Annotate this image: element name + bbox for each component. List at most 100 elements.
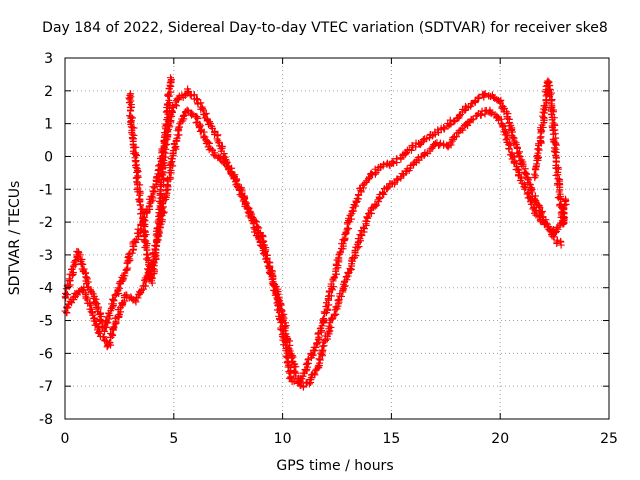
data-point [353,194,361,202]
data-point [95,323,103,331]
y-tick-label: -1 [39,182,53,198]
data-point [108,303,116,311]
data-point [371,200,379,208]
data-point [390,159,398,167]
data-point [192,95,200,103]
data-point [475,94,483,102]
data-point [407,146,415,154]
data-point [551,229,559,237]
data-point [215,153,223,161]
data-point [152,242,160,250]
data-point [398,170,406,178]
data-point [276,300,284,308]
data-point [305,380,313,388]
data-point [523,190,531,198]
data-point [319,316,327,324]
y-tick-label: -5 [39,314,53,330]
data-point [304,355,312,363]
data-point [504,115,512,123]
data-point [87,308,95,316]
data-point [136,201,144,209]
data-point [528,188,536,196]
data-point [154,231,162,239]
data-point [197,99,205,107]
data-point [327,292,335,300]
data-point [316,356,324,364]
data-point [171,101,179,109]
data-point [278,311,286,319]
y-tick-label: -3 [39,248,53,264]
x-tick-label: 15 [382,431,400,447]
data-point [367,169,375,177]
data-point [497,115,505,123]
data-point [148,274,156,282]
data-point [523,170,531,178]
data-point [124,264,132,272]
data-point [480,91,488,99]
chart-title: Day 184 of 2022, Sidereal Day-to-day VTE… [42,20,608,36]
data-point [105,339,113,347]
data-point [528,196,536,204]
data-point [68,265,76,273]
x-tick-label: 5 [169,431,178,447]
y-tick-label: 1 [44,117,53,133]
data-point [216,154,224,162]
series-track-b [61,106,568,391]
data-point [285,368,293,376]
data-point [165,114,173,122]
data-point [151,184,159,192]
data-point [142,231,150,239]
data-point [521,185,529,193]
data-point [222,159,230,167]
data-point [285,346,293,354]
data-point [530,203,538,211]
data-point [532,211,540,219]
y-tick-label: -4 [39,281,53,297]
data-point [101,323,109,331]
x-axis-label: GPS time / hours [276,458,393,474]
data-point [99,333,107,341]
data-point [557,241,565,249]
data-point [379,188,387,196]
data-point [459,126,467,134]
data-point [160,157,168,165]
data-point [94,329,102,337]
data-point [271,287,279,295]
data-point [428,144,436,152]
data-point [536,134,544,142]
data-point [127,97,135,105]
data-point [477,111,485,119]
data-point [357,188,365,196]
data-point [71,257,79,265]
data-point [185,87,193,95]
data-point [335,296,343,304]
data-point [103,343,111,351]
data-point [560,204,568,212]
y-axis-label: SDTVAR / TECUs [7,181,23,296]
data-point [310,369,318,377]
data-point [379,162,387,170]
data-point [311,347,319,355]
data-point [397,155,405,163]
data-point [449,134,457,142]
data-point [318,346,326,354]
x-tick-label: 20 [491,431,509,447]
data-point [312,343,320,351]
data-point [124,254,132,262]
data-point [241,193,249,201]
data-point [446,121,454,129]
data-point [224,163,232,171]
axis-ticks: 0 5 10 15 20 25 -8 -7 -6 -5 -4 -3 -2 -1 0 1 2 3 [39,51,618,447]
data-point [542,103,550,111]
data-point [548,116,556,124]
data-point [315,355,323,363]
data-point [77,260,85,268]
data-point [139,221,147,229]
y-tick-label: 2 [44,84,53,100]
data-point [526,181,534,189]
data-point [111,291,119,299]
data-point [541,219,549,227]
data-point [292,363,300,371]
